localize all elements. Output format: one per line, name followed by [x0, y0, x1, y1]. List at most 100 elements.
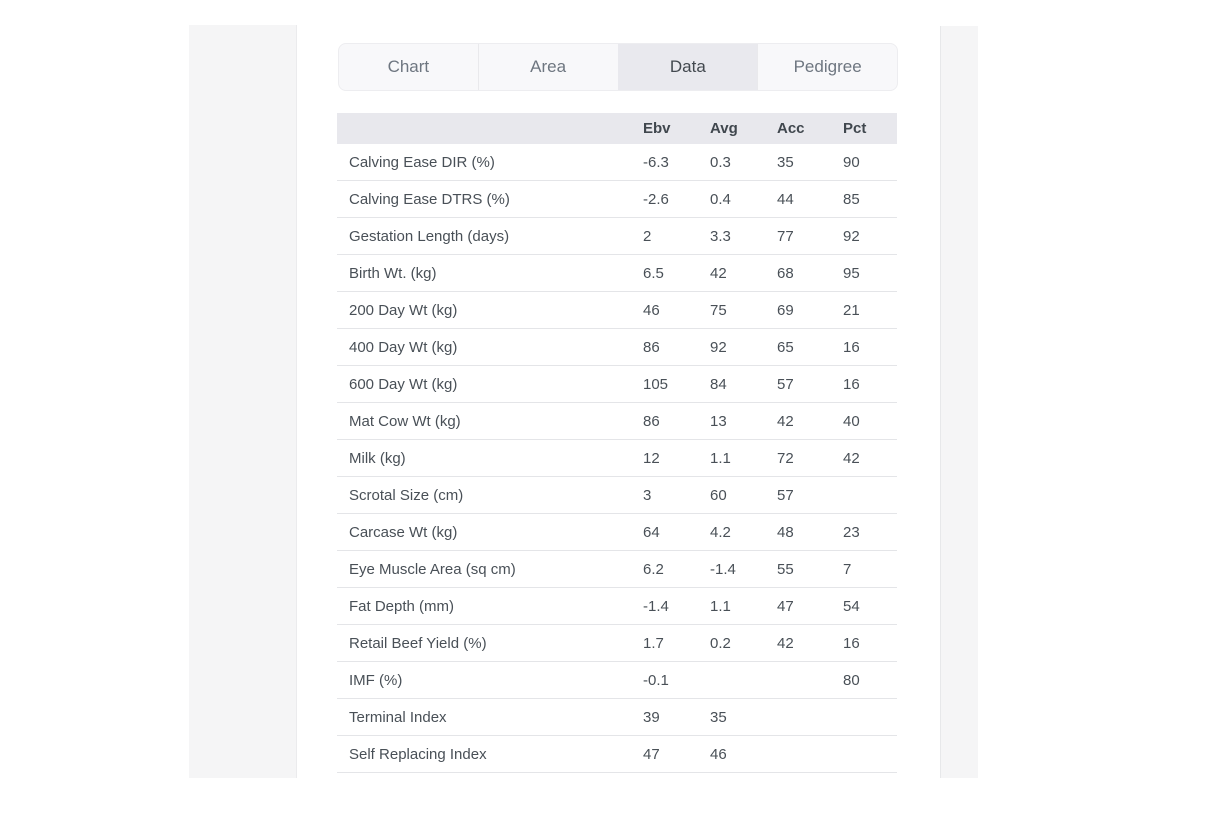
right-panel-placeholder	[940, 26, 978, 778]
cell-ebv: -6.3	[643, 144, 710, 181]
cell-acc: 55	[777, 550, 843, 588]
animal-detail-panel: Chart Area Data Pedigree Ebv Avg Acc Pct…	[337, 43, 898, 773]
table-row: Carcase Wt (kg) 64 4.2 48 23	[337, 513, 897, 551]
cell-ebv: 86	[643, 402, 710, 440]
row-label: Terminal Index	[337, 698, 643, 736]
table-row: Gestation Length (days) 2 3.3 77 92	[337, 217, 897, 255]
table-row: Mat Cow Wt (kg) 86 13 42 40	[337, 402, 897, 440]
cell-acc: 35	[777, 144, 843, 181]
row-label: Calving Ease DIR (%)	[337, 144, 643, 181]
cell-ebv: 3	[643, 476, 710, 514]
row-label: Carcase Wt (kg)	[337, 513, 643, 551]
header-ebv: Ebv	[643, 113, 710, 144]
cell-avg: 35	[710, 698, 777, 736]
cell-pct: 21	[843, 291, 897, 329]
row-label: Birth Wt. (kg)	[337, 254, 643, 292]
cell-pct	[843, 476, 897, 514]
row-label: Fat Depth (mm)	[337, 587, 643, 625]
table-row: 200 Day Wt (kg) 46 75 69 21	[337, 291, 897, 329]
left-panel-placeholder	[189, 25, 297, 778]
table-row: Scrotal Size (cm) 3 60 57	[337, 476, 897, 514]
cell-pct: 23	[843, 513, 897, 551]
cell-acc: 57	[777, 476, 843, 514]
cell-acc: 47	[777, 587, 843, 625]
cell-pct: 42	[843, 439, 897, 477]
cell-avg: 75	[710, 291, 777, 329]
tab-bar: Chart Area Data Pedigree	[338, 43, 898, 91]
cell-acc: 57	[777, 365, 843, 403]
row-label: 200 Day Wt (kg)	[337, 291, 643, 329]
cell-pct: 16	[843, 624, 897, 662]
cell-acc: 68	[777, 254, 843, 292]
cell-avg: 46	[710, 735, 777, 773]
row-label: Gestation Length (days)	[337, 217, 643, 255]
table-row: Calving Ease DTRS (%) -2.6 0.4 44 85	[337, 180, 897, 218]
header-acc: Acc	[777, 113, 843, 144]
cell-avg: 4.2	[710, 513, 777, 551]
cell-pct: 90	[843, 144, 897, 181]
tab-chart[interactable]: Chart	[387, 57, 430, 76]
tab-pedigree[interactable]: Pedigree	[757, 44, 897, 90]
cell-acc: 42	[777, 624, 843, 662]
cell-acc: 72	[777, 439, 843, 477]
header-trait	[337, 113, 643, 144]
table-row: Self Replacing Index 47 46	[337, 735, 897, 773]
row-label: 400 Day Wt (kg)	[337, 328, 643, 366]
ebv-table-header-row: Ebv Avg Acc Pct	[337, 113, 897, 144]
cell-acc: 77	[777, 217, 843, 255]
cell-acc: 69	[777, 291, 843, 329]
cell-avg: 13	[710, 402, 777, 440]
table-row: Birth Wt. (kg) 6.5 42 68 95	[337, 254, 897, 292]
cell-pct: 7	[843, 550, 897, 588]
cell-avg: 0.4	[710, 180, 777, 218]
cell-ebv: 1.7	[643, 624, 710, 662]
ebv-table-body: Calving Ease DIR (%) -6.3 0.3 35 90 Calv…	[337, 144, 897, 773]
cell-ebv: -0.1	[643, 661, 710, 699]
cell-ebv: 12	[643, 439, 710, 477]
cell-ebv: 46	[643, 291, 710, 329]
row-label: Eye Muscle Area (sq cm)	[337, 550, 643, 588]
cell-acc: 65	[777, 328, 843, 366]
table-row: 400 Day Wt (kg) 86 92 65 16	[337, 328, 897, 366]
cell-acc	[777, 661, 843, 699]
header-avg: Avg	[710, 113, 777, 144]
header-pct: Pct	[843, 113, 897, 144]
cell-acc: 44	[777, 180, 843, 218]
tab-area[interactable]: Area	[477, 44, 618, 90]
cell-avg: -1.4	[710, 550, 777, 588]
cell-ebv: 6.2	[643, 550, 710, 588]
row-label: Self Replacing Index	[337, 735, 643, 773]
cell-pct: 80	[843, 661, 897, 699]
cell-ebv: 2	[643, 217, 710, 255]
cell-avg: 92	[710, 328, 777, 366]
table-row: IMF (%) -0.1 80	[337, 661, 897, 699]
row-label: Calving Ease DTRS (%)	[337, 180, 643, 218]
cell-avg: 0.3	[710, 144, 777, 181]
table-row: Eye Muscle Area (sq cm) 6.2 -1.4 55 7	[337, 550, 897, 588]
ebv-table: Ebv Avg Acc Pct Calving Ease DIR (%) -6.…	[337, 113, 897, 773]
row-label: IMF (%)	[337, 661, 643, 699]
table-row: Retail Beef Yield (%) 1.7 0.2 42 16	[337, 624, 897, 662]
row-label: Mat Cow Wt (kg)	[337, 402, 643, 440]
tab-data[interactable]: Data	[617, 44, 758, 90]
cell-avg: 84	[710, 365, 777, 403]
table-row: Fat Depth (mm) -1.4 1.1 47 54	[337, 587, 897, 625]
cell-avg: 1.1	[710, 439, 777, 477]
table-row: Terminal Index 39 35	[337, 698, 897, 736]
cell-ebv: 6.5	[643, 254, 710, 292]
cell-pct: 95	[843, 254, 897, 292]
row-label: 600 Day Wt (kg)	[337, 365, 643, 403]
cell-avg: 60	[710, 476, 777, 514]
cell-acc	[777, 735, 843, 773]
cell-ebv: 105	[643, 365, 710, 403]
cell-ebv: -1.4	[643, 587, 710, 625]
cell-ebv: 64	[643, 513, 710, 551]
cell-avg: 3.3	[710, 217, 777, 255]
cell-pct	[843, 698, 897, 736]
cell-ebv: -2.6	[643, 180, 710, 218]
cell-pct: 92	[843, 217, 897, 255]
cell-pct: 54	[843, 587, 897, 625]
cell-ebv: 39	[643, 698, 710, 736]
cell-avg: 0.2	[710, 624, 777, 662]
